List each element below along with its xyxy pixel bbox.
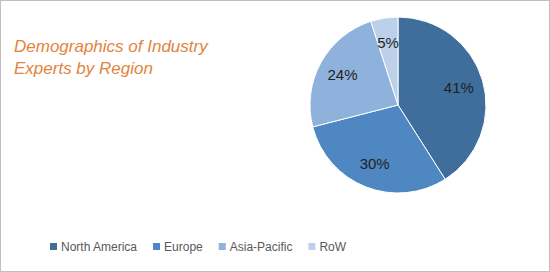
legend-swatch bbox=[50, 243, 57, 250]
legend-swatch bbox=[308, 243, 315, 250]
pie: 41% 30% 24% 5% bbox=[310, 17, 486, 193]
legend-swatch bbox=[219, 243, 226, 250]
legend-swatch bbox=[153, 243, 160, 250]
chart: Demographics of Industry Experts by Regio… bbox=[0, 0, 550, 272]
legend-label: RoW bbox=[319, 240, 346, 254]
chart-title: Demographics of Industry Experts by Regio… bbox=[14, 37, 209, 78]
data-label: 24% bbox=[327, 66, 357, 83]
pie-slice bbox=[371, 17, 398, 105]
legend-label: Europe bbox=[164, 240, 203, 254]
data-label: 41% bbox=[444, 79, 474, 96]
data-label: 5% bbox=[377, 34, 399, 51]
title-line: Demographics of Industry bbox=[14, 37, 209, 56]
chart-frame bbox=[1, 1, 550, 272]
legend-label: Asia-Pacific bbox=[230, 240, 293, 254]
title-line: Experts by Region bbox=[14, 59, 153, 78]
legend-label: North America bbox=[61, 240, 137, 254]
legend: North America Europe Asia-Pacific RoW bbox=[50, 240, 347, 254]
pie-slice bbox=[310, 21, 398, 127]
data-label: 30% bbox=[360, 155, 390, 172]
